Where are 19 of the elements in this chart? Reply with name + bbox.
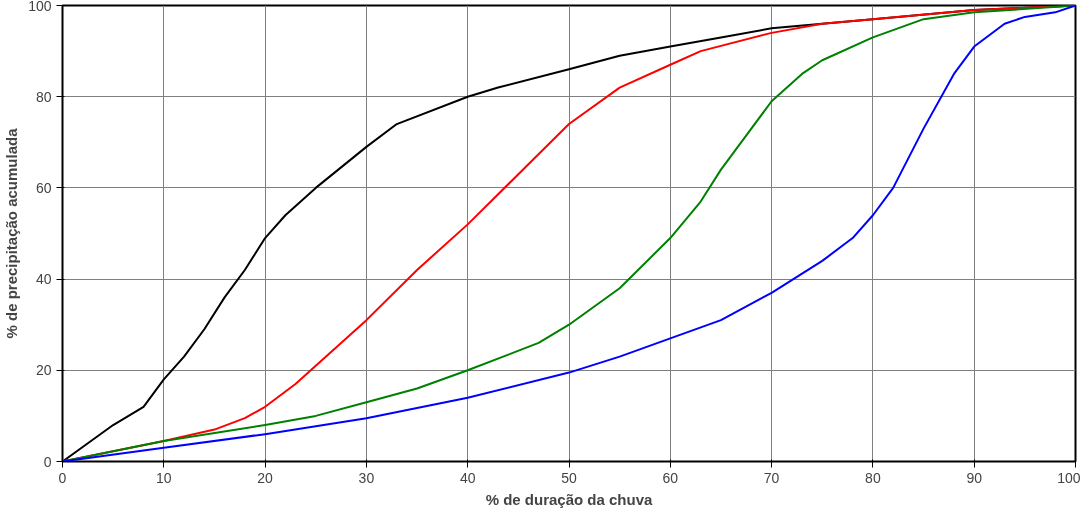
x-tick-label: 100 <box>1057 469 1081 486</box>
x-tick-label: 90 <box>966 469 983 486</box>
y-tick-label: 100 <box>28 0 52 14</box>
x-tick-label: 10 <box>156 469 172 486</box>
x-tick-label: 40 <box>459 469 476 486</box>
x-axis-title: % de duração da chuva <box>485 490 654 508</box>
x-tick-label: 20 <box>257 469 274 486</box>
x-tick-label: 50 <box>561 469 577 486</box>
y-tick-label: 0 <box>43 453 52 470</box>
x-tick-label: 60 <box>662 469 679 486</box>
y-axis-title: % de precipitação acumulada <box>3 127 21 339</box>
y-tick-label: 80 <box>35 88 52 105</box>
x-tick-label: 30 <box>358 469 375 486</box>
x-tick-label: 70 <box>763 469 780 486</box>
y-tick-label: 40 <box>35 271 52 288</box>
x-tick-label: 80 <box>865 469 881 486</box>
y-tick-label: 20 <box>35 362 52 379</box>
x-tick-label: 0 <box>58 469 67 486</box>
y-tick-label: 60 <box>35 179 52 196</box>
